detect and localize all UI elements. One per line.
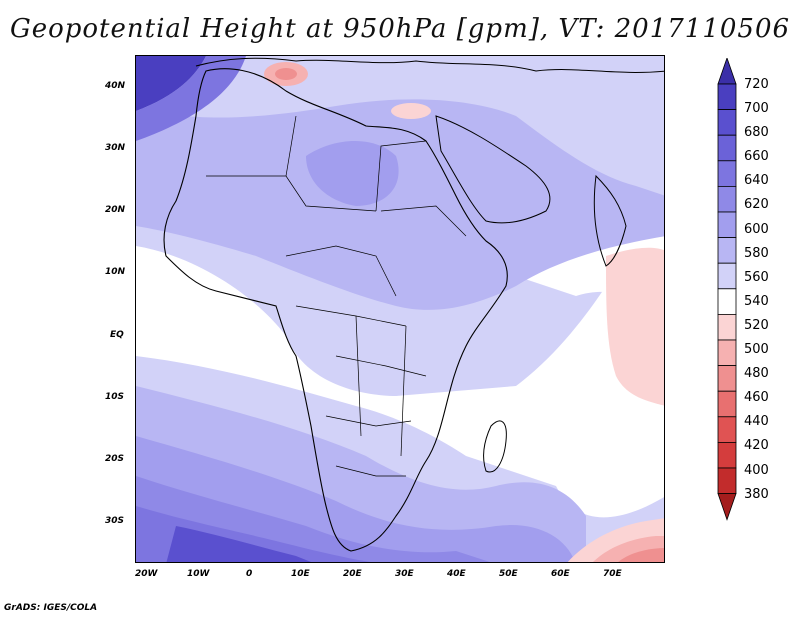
- lat-tick-label: 10N: [105, 267, 126, 277]
- colorbar-swatch: [717, 262, 737, 290]
- lon-tick-label: 20E: [343, 569, 362, 579]
- lon-tick-label: 50E: [499, 569, 518, 579]
- field-600-sahara: [306, 141, 399, 206]
- colorbar-label: 680: [744, 125, 769, 141]
- colorbar-swatch: [717, 160, 737, 187]
- lon-tick-label: 30E: [395, 569, 414, 579]
- country-borders: [206, 115, 467, 477]
- lat-tick-label: 10S: [105, 392, 125, 402]
- lat-tick-label: 20N: [105, 205, 126, 215]
- lon-tick-label: 10W: [187, 569, 210, 579]
- colorbar-swatch: [717, 390, 737, 418]
- map-title: Geopotential Height at 950hPa [gpm], VT:…: [9, 14, 791, 44]
- field-520-east: [606, 247, 664, 406]
- lon-tick-label: 20W: [135, 569, 158, 579]
- coastline-arabia: [435, 115, 551, 224]
- colorbar-label: 520: [744, 317, 769, 333]
- colorbar-label: 440: [744, 414, 769, 430]
- lat-tick-label: 40N: [105, 81, 126, 91]
- lon-tick-label: 10E: [291, 569, 310, 579]
- colorbar-swatch: [717, 288, 737, 315]
- field-520-med-east: [391, 103, 431, 119]
- colorbar-swatch: [717, 441, 737, 469]
- colorbar-label: 380: [744, 486, 769, 502]
- colorbar-swatch: [717, 365, 737, 392]
- colorbar-top-arrow: [717, 58, 737, 85]
- lat-tick-label: EQ: [110, 330, 124, 340]
- colorbar-swatch: [717, 134, 737, 162]
- colorbar-label: 480: [744, 366, 769, 382]
- colorbar-label: 700: [744, 101, 769, 117]
- colorbar-label: 600: [744, 221, 769, 237]
- field-480-med: [275, 68, 297, 80]
- colorbar-label: 720: [744, 77, 769, 92]
- colorbar-swatch: [717, 237, 737, 264]
- colorbar-swatch: [717, 313, 737, 341]
- colorbar-swatch: [717, 83, 737, 111]
- field-640-nw: [136, 56, 246, 141]
- field-540-band: [136, 246, 664, 518]
- field-580-north: [136, 99, 664, 310]
- field-680-south: [166, 526, 311, 562]
- colorbar-label: 400: [744, 462, 769, 478]
- field-700-nw: [136, 56, 206, 111]
- map-panel[interactable]: [135, 55, 665, 563]
- field-480-se: [618, 548, 664, 562]
- colorbar-label: 580: [744, 245, 769, 261]
- colorbar-label: 500: [744, 342, 769, 358]
- colorbar-bottom-arrow: [717, 493, 737, 521]
- colorbar-label: 540: [744, 293, 769, 309]
- colorbar-swatch: [717, 339, 737, 367]
- colorbar-label: 660: [744, 149, 769, 165]
- lon-tick-label: 0: [246, 569, 253, 579]
- lat-tick-label: 20S: [105, 454, 125, 464]
- height-field-map: [136, 56, 664, 562]
- lon-tick-label: 40E: [447, 569, 466, 579]
- lon-tick-label: 60E: [551, 569, 570, 579]
- colorbar-swatch: [717, 109, 737, 136]
- colorbar-label: 420: [744, 438, 769, 454]
- coastline-madagascar: [483, 420, 507, 473]
- colorbar-swatch: [717, 211, 737, 239]
- coastline-india: [593, 174, 627, 267]
- colorbar-label: 640: [744, 173, 769, 189]
- lat-tick-label: 30S: [105, 516, 125, 526]
- lat-tick-label: 30N: [105, 143, 126, 153]
- colorbar-label: 560: [744, 269, 769, 285]
- colorbar-swatch: [717, 185, 737, 213]
- coastline-north: [195, 57, 664, 73]
- colorbar-swatch: [717, 416, 737, 443]
- colorbar-label: 620: [744, 197, 769, 213]
- colorbar-label: 460: [744, 390, 769, 406]
- colorbar: [717, 58, 737, 521]
- lon-tick-label: 70E: [603, 569, 622, 579]
- credit-text: GrADS: IGES/COLA: [4, 603, 98, 613]
- colorbar-swatch: [717, 467, 737, 495]
- coastline-africa: [163, 68, 508, 552]
